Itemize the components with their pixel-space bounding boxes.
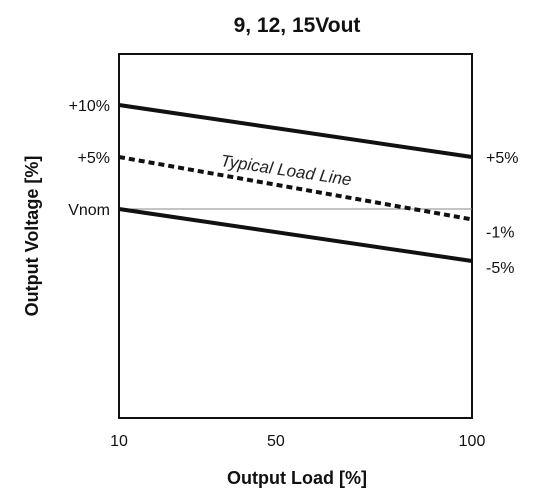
right-y-label: -1% — [486, 224, 514, 241]
right-y-label: -5% — [486, 260, 514, 277]
left-y-label: Vnom — [68, 202, 110, 219]
chart-title: 9, 12, 15Vout — [234, 14, 361, 37]
x-tick-label: 100 — [459, 433, 486, 450]
right-y-label: +5% — [486, 150, 518, 167]
left-y-label: +10% — [69, 98, 110, 115]
plot-frame — [118, 53, 473, 419]
tick-layer: 10 50 100 +10% +5% Vnom +5% -1% -5% — [68, 98, 518, 450]
series-line-1 — [118, 103, 473, 159]
left-y-label: +5% — [78, 150, 110, 167]
series-layer — [118, 103, 473, 263]
typical-load-line-annotation: Typical Load Line — [219, 151, 352, 189]
x-tick-label: 10 — [110, 433, 128, 450]
series-line-3 — [118, 207, 473, 263]
x-axis-title: Output Load [%] — [227, 468, 367, 488]
x-tick-label: 50 — [267, 433, 285, 450]
y-axis-title: Output Voltage [%] — [22, 156, 42, 317]
